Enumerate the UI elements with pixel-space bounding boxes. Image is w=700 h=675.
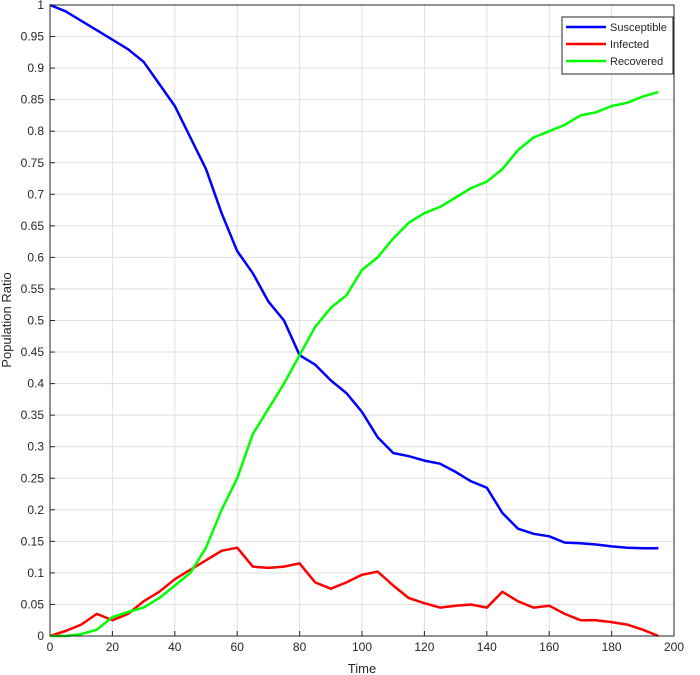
- y-tick-label: 0.45: [21, 345, 45, 359]
- x-tick-label: 100: [352, 640, 372, 654]
- x-axis-ticks: 0 20 40 60 80 100 120 140 160 180 200: [47, 631, 684, 654]
- legend-label-susceptible: Susceptible: [610, 22, 667, 34]
- series-line-susceptible: [49, 3, 659, 550]
- x-tick-label: 140: [477, 640, 497, 654]
- grid: [49, 4, 675, 637]
- y-tick-label: 0.55: [21, 282, 45, 296]
- y-axis-label: Population Ratio: [0, 272, 14, 367]
- y-tick-label: 0.35: [21, 408, 45, 422]
- y-axis-ticks: 0 0.05 0.1 0.15 0.2 0.25 0.3 0.35 0.4 0.45 0.5 0.55…: [21, 0, 55, 643]
- y-tick-label: 0.1: [27, 566, 44, 580]
- y-tick-label: 0.4: [27, 377, 44, 391]
- series-line-infected: [49, 546, 659, 638]
- x-tick-label: 120: [414, 640, 434, 654]
- series-line-recovered: [50, 90, 659, 638]
- y-tick-label: 0.15: [21, 534, 45, 548]
- legend-label-infected: Infected: [610, 39, 649, 51]
- y-tick-label: 0.95: [21, 30, 45, 44]
- y-tick-label: 0.9: [27, 61, 44, 75]
- y-tick-label: 0.3: [27, 440, 44, 454]
- x-tick-label: 160: [539, 640, 559, 654]
- y-tick-label: 0.05: [21, 597, 45, 611]
- y-tick-label: 0.8: [27, 124, 44, 138]
- y-tick-label: 0.85: [21, 93, 45, 107]
- y-tick-label: 0.6: [27, 250, 44, 264]
- y-tick-label: 0.5: [27, 314, 44, 328]
- x-tick-label: 40: [168, 640, 182, 654]
- series-lines: [49, 3, 659, 638]
- x-axis-label: Time: [348, 661, 376, 675]
- y-tick-label: 0: [37, 629, 44, 643]
- legend: Susceptible Infected Recovered: [561, 16, 674, 75]
- y-tick-label: 0.65: [21, 219, 45, 233]
- x-tick-label: 180: [602, 640, 622, 654]
- x-tick-label: 20: [106, 640, 120, 654]
- y-tick-label: 0.25: [21, 471, 45, 485]
- x-tick-label: 80: [293, 640, 307, 654]
- legend-label-recovered: Recovered: [610, 56, 663, 68]
- y-tick-label: 0.75: [21, 156, 45, 170]
- y-tick-label: 0.2: [27, 503, 44, 517]
- x-tick-label: 60: [231, 640, 245, 654]
- y-tick-label: 0.7: [27, 187, 44, 201]
- y-tick-label: 1: [37, 0, 44, 12]
- x-tick-label: 200: [664, 640, 684, 654]
- x-tick-label: 0: [47, 640, 54, 654]
